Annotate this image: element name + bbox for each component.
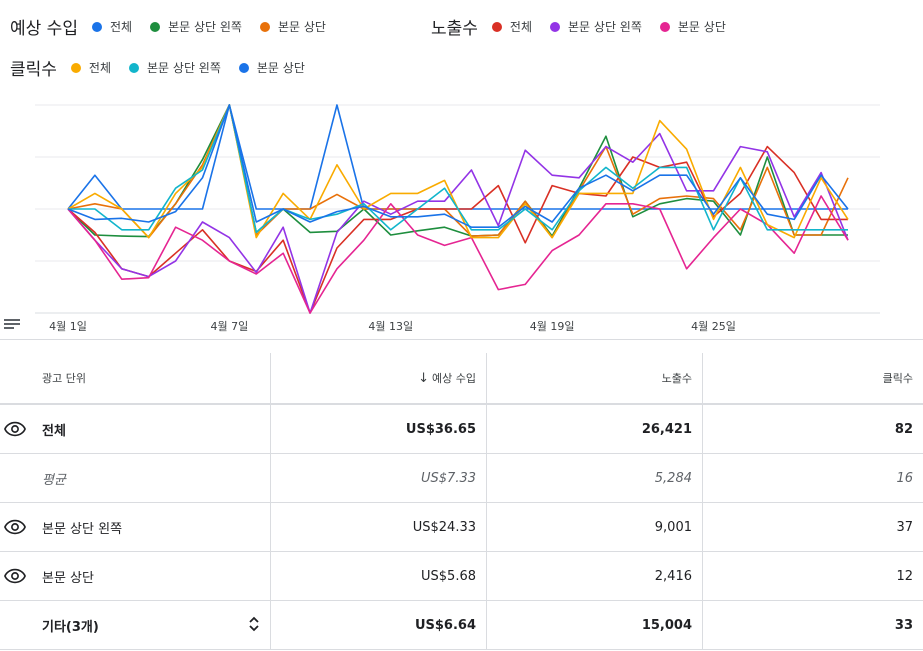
x-tick-label: 4월 19일 [529, 320, 575, 333]
series-dot-icon [238, 62, 249, 73]
series-line-5 [67, 195, 849, 314]
row-revenue: US$7.33 [270, 453, 487, 503]
row-revenue: US$5.68 [270, 551, 487, 601]
row-clicks: 16 [702, 453, 923, 503]
series-line-1 [67, 104, 848, 238]
table-header-row: 광고 단위 ↓ 예상 수입 노출수 클릭수 [0, 353, 923, 405]
legend-item[interactable]: 본문 상단 왼쪽 [150, 18, 242, 35]
series-line-2 [67, 104, 849, 239]
row-revenue: US$6.64 [270, 600, 487, 650]
series-line-3 [67, 145, 848, 314]
legend-impressions: 노출수 전체 본문 상단 왼쪽 본문 상단 [431, 14, 744, 39]
x-tick-label: 4월 7일 [210, 320, 249, 333]
table-row: 본문 상단 왼쪽 US$24.33 9,001 37 [0, 502, 923, 552]
legend-title: 노출수 [431, 19, 478, 39]
series-dot-icon [259, 21, 270, 32]
chart-svg [35, 104, 880, 314]
legend-item-label: 본문 상단 [256, 61, 305, 75]
row-name-cell: 기타(3개) [32, 600, 271, 650]
legend-item[interactable]: 전체 [491, 18, 533, 35]
eye-icon[interactable] [0, 551, 32, 601]
arrow-down-icon: ↓ [418, 371, 430, 386]
header-impressions[interactable]: 노출수 [486, 353, 703, 405]
series-dot-icon [550, 21, 561, 32]
row-impressions: 2,416 [486, 551, 703, 601]
legend-item-label: 본문 상단 왼쪽 [568, 20, 642, 34]
row-name: 평균 [32, 453, 271, 503]
eye-icon[interactable] [0, 404, 32, 454]
legend-clicks: 클릭수 전체 본문 상단 왼쪽 본문 상단 [10, 55, 323, 80]
line-chart: 4월 1일 4월 7일 4월 13일 4월 19일 4월 25일 [0, 95, 923, 340]
chart-menu-icon[interactable] [4, 317, 20, 331]
x-tick-label: 4월 1일 [49, 320, 87, 333]
table-row: 기타(3개) US$6.64 15,004 33 [0, 600, 923, 650]
row-impressions: 5,284 [486, 453, 703, 503]
row-name: 본문 상단 왼쪽 [32, 502, 271, 552]
legend-item[interactable]: 본문 상단 [659, 18, 726, 35]
series-line-4 [67, 132, 849, 314]
row-clicks: 33 [702, 600, 923, 650]
row-name: 본문 상단 [32, 551, 271, 601]
row-impressions: 9,001 [486, 502, 703, 552]
series-dot-icon [91, 21, 102, 32]
unfold-icon[interactable] [248, 616, 260, 635]
series-line-8 [67, 104, 849, 228]
row-clicks: 82 [702, 404, 923, 454]
row-name: 기타(3개) [42, 619, 99, 635]
legend-item[interactable]: 본문 상단 왼쪽 [129, 59, 221, 76]
x-tick-label: 4월 25일 [691, 320, 736, 333]
row-name: 전체 [32, 404, 271, 454]
row-spacer [0, 453, 32, 503]
series-line-7 [68, 104, 848, 234]
ad-unit-table: 광고 단위 ↓ 예상 수입 노출수 클릭수 전체 US$36.65 26,421 … [0, 353, 923, 650]
series-dot-icon [70, 62, 81, 73]
legend-item[interactable]: 전체 [91, 18, 133, 35]
row-spacer [0, 600, 32, 650]
row-revenue: US$24.33 [270, 502, 487, 552]
legend-item[interactable]: 본문 상단 [259, 18, 326, 35]
header-spacer [0, 353, 32, 405]
legend-title: 클릭수 [10, 60, 57, 80]
x-tick-label: 4월 13일 [368, 320, 414, 333]
legend-item-label: 전체 [509, 20, 533, 34]
legend-title: 예상 수입 [10, 19, 78, 39]
eye-icon[interactable] [0, 502, 32, 552]
series-dot-icon [659, 21, 670, 32]
legend-item[interactable]: 본문 상단 왼쪽 [550, 18, 642, 35]
table-row: 전체 US$36.65 26,421 82 [0, 404, 923, 454]
legend-item[interactable]: 본문 상단 [238, 59, 305, 76]
series-dot-icon [129, 62, 140, 73]
row-clicks: 37 [702, 502, 923, 552]
legend-item-label: 본문 상단 [277, 20, 326, 34]
legend-item-label: 전체 [88, 61, 112, 75]
row-revenue: US$36.65 [270, 404, 487, 454]
table-row: 평균 US$7.33 5,284 16 [0, 453, 923, 503]
legend-item-label: 본문 상단 [677, 20, 726, 34]
row-impressions: 15,004 [486, 600, 703, 650]
legend-item[interactable]: 전체 [70, 59, 112, 76]
legend-item-label: 본문 상단 왼쪽 [147, 61, 221, 75]
series-dot-icon [491, 21, 502, 32]
divider [0, 339, 923, 340]
legend-revenue: 예상 수입 전체 본문 상단 왼쪽 본문 상단 [10, 14, 344, 39]
header-ad-unit[interactable]: 광고 단위 [32, 353, 271, 405]
header-revenue[interactable]: ↓ 예상 수입 [270, 353, 487, 405]
table-row: 본문 상단 US$5.68 2,416 12 [0, 551, 923, 601]
row-clicks: 12 [702, 551, 923, 601]
legend-item-label: 본문 상단 왼쪽 [168, 20, 242, 34]
series-dot-icon [150, 21, 161, 32]
legend-item-label: 전체 [109, 20, 133, 34]
row-impressions: 26,421 [486, 404, 703, 454]
header-clicks[interactable]: 클릭수 [702, 353, 923, 405]
